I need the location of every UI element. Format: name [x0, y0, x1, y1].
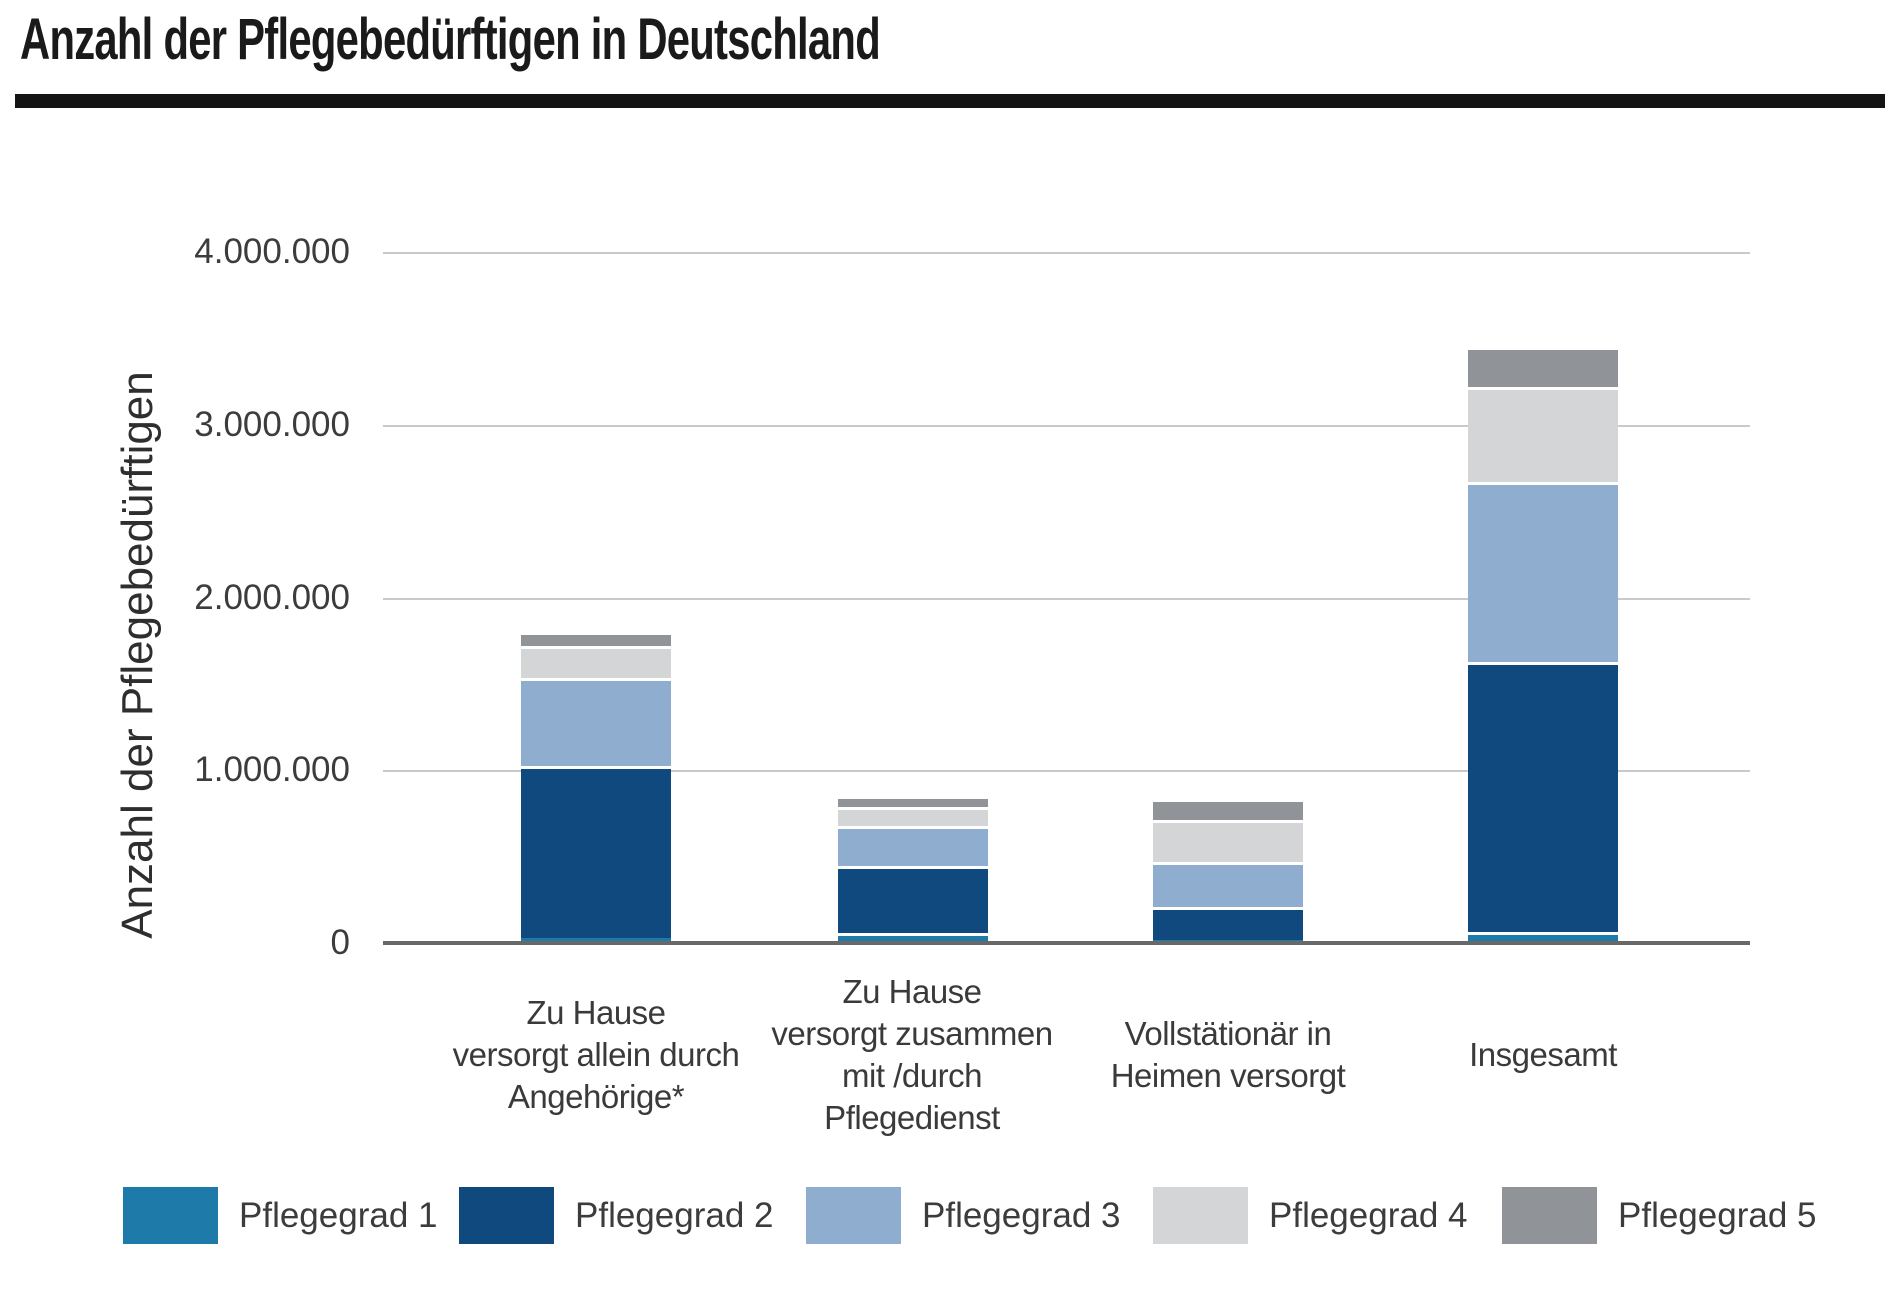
legend-item-pflegegrad-1: Pflegegrad 1	[123, 1187, 437, 1244]
plot-area	[383, 252, 1750, 945]
legend-label: Pflegegrad 2	[575, 1195, 774, 1235]
bar-segment-pflegegrad-4	[838, 807, 988, 827]
bar-segment-pflegegrad-5	[1153, 801, 1303, 821]
bar-1	[521, 635, 671, 941]
bar-segment-pflegegrad-5	[521, 635, 671, 646]
bar-segment-pflegegrad-1	[521, 938, 671, 941]
bar-segment-pflegegrad-2	[1468, 662, 1618, 932]
bar-4	[1468, 350, 1618, 941]
bar-segment-pflegegrad-3	[1468, 482, 1618, 663]
legend-item-pflegegrad-5: Pflegegrad 5	[1502, 1187, 1816, 1244]
bar-segment-pflegegrad-1	[1153, 940, 1303, 941]
y-tick-label: 3.000.000	[194, 404, 350, 444]
bar-segment-pflegegrad-4	[1153, 820, 1303, 863]
legend-label: Pflegegrad 5	[1618, 1195, 1817, 1235]
bar-segment-pflegegrad-3	[1153, 862, 1303, 908]
gridline	[383, 770, 1750, 773]
bar-segment-pflegegrad-5	[838, 799, 988, 808]
legend-swatch	[1502, 1187, 1597, 1244]
legend-label: Pflegegrad 3	[922, 1195, 1121, 1235]
bar-2	[838, 799, 988, 941]
legend-item-pflegegrad-4: Pflegegrad 4	[1153, 1187, 1467, 1244]
legend-label: Pflegegrad 1	[239, 1195, 438, 1235]
bar-segment-pflegegrad-5	[1468, 350, 1618, 388]
gridline	[383, 252, 1750, 254]
x-axis-line	[383, 941, 1750, 945]
bar-segment-pflegegrad-2	[838, 865, 988, 934]
y-tick-label: 4.000.000	[194, 232, 350, 271]
y-tick-label: 1.000.000	[194, 750, 350, 790]
bar-segment-pflegegrad-3	[838, 826, 988, 866]
gridline	[383, 424, 1750, 427]
x-category-label: Zu Hause versorgt zusammen mit /durch Pfleg…	[771, 973, 1053, 1136]
legend-swatch	[123, 1187, 218, 1244]
bar-segment-pflegegrad-2	[1153, 907, 1303, 941]
legend-item-pflegegrad-2: Pflegegrad 2	[459, 1187, 773, 1244]
gridline	[383, 597, 1750, 600]
legend-swatch	[806, 1187, 901, 1244]
legend-item-pflegegrad-3: Pflegegrad 3	[806, 1187, 1120, 1244]
legend-label: Pflegegrad 4	[1269, 1195, 1468, 1235]
bar-segment-pflegegrad-4	[521, 645, 671, 679]
bar-segment-pflegegrad-4	[1468, 387, 1618, 483]
bar-segment-pflegegrad-2	[521, 765, 671, 939]
x-category-label: Zu Hause versorgt allein durch Angehörige*	[452, 994, 740, 1115]
x-category-label: Vollstätionär in Heimen versorgt	[1110, 1015, 1346, 1094]
title-underline	[15, 94, 1885, 108]
bar-segment-pflegegrad-3	[521, 678, 671, 766]
legend-swatch	[1153, 1187, 1248, 1244]
chart-title: Anzahl der Pflegebedürftigen in Deutschl…	[20, 7, 881, 72]
y-tick-label: 2.000.000	[194, 577, 350, 617]
x-category-label: Insgesamt	[1469, 1036, 1617, 1073]
y-axis-title: Anzahl der Pflegebedürftigen	[113, 371, 162, 939]
y-tick-label: 0	[330, 923, 350, 962]
bar-3	[1153, 801, 1303, 941]
legend-swatch	[459, 1187, 554, 1244]
bar-segment-pflegegrad-1	[1468, 931, 1618, 941]
bar-segment-pflegegrad-1	[838, 933, 988, 941]
